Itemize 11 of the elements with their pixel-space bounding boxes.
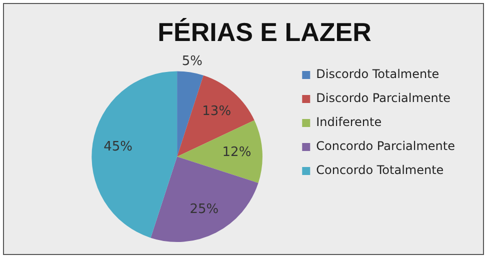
data-label: 5%	[182, 54, 202, 69]
data-label: 13%	[202, 104, 232, 120]
chart-title: FÉRIAS E LAZER	[158, 16, 372, 47]
legend-label: Discordo Parcialmente	[316, 91, 451, 106]
data-label: 25%	[190, 202, 219, 218]
data-label: 45%	[104, 140, 132, 155]
legend-label: Concordo Totalmente	[316, 163, 444, 178]
legend-label: Indiferente	[316, 115, 382, 130]
legend-label: Concordo Parcialmente	[316, 139, 456, 154]
legend-label: Discordo Totalmente	[316, 67, 440, 82]
data-label: 12%	[222, 145, 252, 160]
